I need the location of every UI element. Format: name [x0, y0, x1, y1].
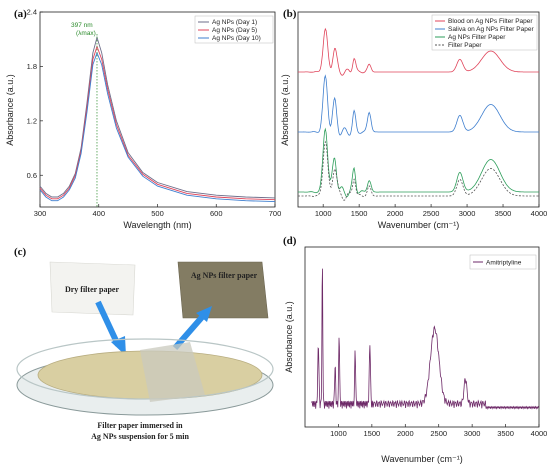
panel-a-x-tick-label: 300	[34, 209, 47, 218]
panel-b-plot-frame	[297, 11, 540, 208]
panel-a-x-tick-label: 700	[269, 209, 282, 218]
ag-nps-filter-paper-label: Ag NPs filter paper	[191, 271, 258, 280]
remove-arrow-head-icon	[196, 306, 212, 322]
panel-b-x-axis-label: Wavenumber (cm⁻¹)	[378, 220, 459, 230]
panel-b-x-tick-label: 1500	[351, 209, 368, 218]
panel-a-legend: Ag NPs (Day 1)Ag NPs (Day 5)Ag NPs (Day …	[194, 15, 274, 44]
panel-a-y-tick-label: 0.6	[27, 171, 37, 180]
panel-b-x-tick-label: 2500	[423, 209, 440, 218]
panel-a-legend-entry: Ag NPs (Day 1)	[212, 19, 257, 26]
panel-d-x-tick-label: 2000	[397, 429, 414, 438]
panel-d-legend: Amitriptyline	[469, 254, 537, 270]
panel-d-x-tick-label: 3500	[497, 429, 514, 438]
panel-b-series-line-1	[298, 27, 539, 76]
panel-c-label: (c)	[14, 246, 27, 258]
panel-d-ftir-chart: (d) 1000 1500 2000 2500 3000 3500 4000 Amitrip…	[283, 235, 547, 464]
panel-b-label: (b)	[283, 8, 297, 20]
panel-a-legend-entry: Ag NPs (Day 5)	[212, 27, 257, 34]
panel-a-uv-vis-chart: (a) 300 400 500 600 700 0.6 1.2 1.8 2.4 397 nm (…	[5, 8, 281, 231]
panel-a-y-axis-label: Absorbance (a.u.)	[5, 74, 15, 146]
panel-d-legend-entry: Amitriptyline	[486, 260, 522, 267]
panel-b-x-tick-label: 2000	[387, 209, 404, 218]
panel-b-series-line-3	[298, 127, 539, 198]
panel-a-series-line-3	[39, 51, 276, 203]
lambda-max-annotation: 397 nm	[71, 22, 93, 29]
panel-b-legend-entry: Blood on Ag NPs Filter Paper	[448, 18, 533, 25]
panel-d-label: (d)	[283, 235, 297, 247]
lambda-max-subtext: (λmax)	[76, 30, 96, 37]
panel-a-y-tick-label: 2.4	[27, 8, 37, 17]
dry-filter-paper-image	[49, 261, 136, 316]
panel-b-legend-entry: Filter Paper	[448, 42, 482, 49]
panel-b-legend-box	[431, 14, 538, 51]
panel-a-y-tick-label: 1.8	[27, 62, 37, 71]
panel-d-x-tick-label: 3000	[464, 429, 481, 438]
remove-arrow	[172, 314, 206, 350]
immerse-arrow-head-icon	[111, 336, 126, 356]
panel-b-x-tick-label: 3000	[459, 209, 476, 218]
panel-c-photo: (c) Dry filter paper Ag NPs filter paper…	[14, 246, 274, 441]
panel-b-series-line-2	[298, 74, 539, 136]
panel-d-x-axis-label: Wavenumber (cm⁻¹)	[381, 454, 462, 464]
panel-d-x-tick-label: 2500	[430, 429, 447, 438]
panel-d-y-axis-label: Absorbance (a.u.)	[284, 301, 294, 373]
panel-b-x-tick-label: 4000	[531, 209, 548, 218]
panel-b-x-tick-label: 1000	[315, 209, 332, 218]
panel-d-x-tick-label: 1000	[330, 429, 347, 438]
petri-dish-rim	[16, 338, 274, 400]
immerse-arrow	[95, 300, 121, 347]
panel-a-legend-entry: Ag NPs (Day 10)	[212, 35, 261, 42]
panel-b-legend-entry: Ag NPs Filter Paper	[448, 34, 506, 41]
panel-d-series-line-1	[311, 268, 540, 410]
panel-d-plot-frame	[304, 246, 540, 428]
panel-d-legend-box	[469, 254, 537, 270]
photo-caption-line-1: Filter paper immersed in	[97, 421, 183, 430]
panel-b-series-line-4	[298, 140, 539, 201]
panel-d-x-tick-label: 4000	[531, 429, 548, 438]
panel-a-x-tick-label: 400	[92, 209, 105, 218]
panel-b-x-tick-label: 3500	[495, 209, 512, 218]
immersed-filter-paper	[140, 342, 205, 402]
panel-a-x-tick-label: 500	[151, 209, 164, 218]
panel-a-x-tick-label: 600	[210, 209, 223, 218]
dry-filter-paper-label: Dry filter paper	[65, 285, 120, 294]
panel-d-x-tick-label: 1500	[364, 429, 381, 438]
panel-b-y-axis-label: Absorbance (a.u.)	[280, 74, 290, 146]
panel-a-x-axis-label: Wavelength (nm)	[123, 220, 191, 230]
photo-caption-line-2: Ag NPs suspension for 5 min	[91, 432, 189, 441]
panel-b-ftir-chart: (b) 1000 1500 2000 2500 3000 3500 4000 Blood o…	[280, 8, 547, 230]
panel-a-label: (a)	[14, 8, 27, 20]
panel-a-y-tick-label: 1.2	[27, 116, 37, 125]
panel-b-legend-entry: Saliva on Ag NPs Filter Paper	[448, 26, 534, 33]
ag-nps-filter-paper-image	[177, 261, 269, 319]
